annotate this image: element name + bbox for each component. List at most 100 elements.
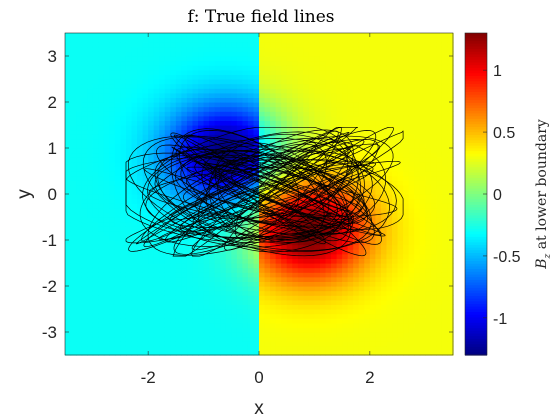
heatmap-cell [231, 276, 238, 282]
heatmap-cell [270, 189, 277, 195]
heatmap-cell [414, 106, 421, 112]
heatmap-cell [314, 290, 321, 296]
heatmap-cell [425, 129, 432, 135]
heatmap-cell [125, 111, 133, 117]
heatmap-cell [436, 281, 443, 287]
heatmap-cell [131, 249, 138, 255]
heatmap-cell [148, 322, 155, 328]
heatmap-cell [170, 69, 177, 75]
heatmap-cell [164, 341, 171, 347]
heatmap-cell [87, 299, 94, 305]
heatmap-cell [353, 65, 360, 71]
heatmap-cell [225, 46, 232, 52]
heatmap-cell [81, 152, 88, 158]
heatmap-cell [253, 249, 260, 255]
heatmap-cell [192, 106, 199, 112]
heatmap-cell [264, 313, 271, 319]
heatmap-cell [331, 295, 338, 301]
heatmap-cell [414, 111, 421, 117]
heatmap-cell [425, 65, 432, 71]
heatmap-cell [397, 129, 404, 135]
heatmap-cell [164, 102, 171, 108]
heatmap-cell [264, 203, 271, 209]
heatmap-cell [92, 33, 99, 39]
heatmap-cell [403, 138, 410, 144]
heatmap-cell [198, 56, 205, 62]
heatmap-cell [253, 304, 260, 310]
heatmap-cell [275, 272, 282, 278]
heatmap-cell [81, 138, 88, 144]
heatmap-cell [447, 115, 454, 121]
heatmap-cell [253, 281, 260, 287]
heatmap-cell [397, 272, 404, 278]
heatmap-cell [225, 120, 232, 126]
heatmap-cell [170, 244, 177, 250]
heatmap-cell [403, 46, 410, 52]
heatmap-cell [264, 33, 271, 39]
heatmap-cell [70, 212, 77, 218]
heatmap-cell [214, 88, 221, 94]
heatmap-cell [76, 189, 83, 195]
heatmap-cell [403, 56, 410, 62]
heatmap-cell [81, 286, 88, 292]
heatmap-cell [81, 143, 88, 149]
heatmap-cell [270, 281, 277, 287]
heatmap-cell [253, 276, 260, 282]
heatmap-cell [336, 74, 343, 80]
heatmap-cell [436, 286, 443, 292]
heatmap-cell [125, 189, 133, 195]
heatmap-cell [76, 46, 83, 52]
heatmap-cell [358, 115, 365, 121]
heatmap-cell [65, 226, 72, 232]
heatmap-cell [109, 207, 116, 213]
field-line [175, 146, 398, 217]
heatmap-cell [186, 92, 194, 98]
heatmap-cell [153, 313, 160, 319]
heatmap-cell [375, 263, 382, 269]
heatmap-cell [81, 322, 88, 328]
heatmap-cell [358, 74, 365, 80]
heatmap-cell [275, 198, 282, 204]
heatmap-cell [109, 180, 116, 186]
heatmap-cell [203, 97, 210, 103]
heatmap-cell [242, 230, 249, 236]
heatmap-cell [148, 226, 155, 232]
heatmap-cell [430, 106, 437, 112]
heatmap-cell [225, 267, 232, 273]
heatmap-cell [81, 217, 88, 223]
heatmap-cell [120, 102, 127, 108]
heatmap-cell [81, 299, 88, 305]
heatmap-cell [358, 51, 365, 57]
heatmap-cell [76, 258, 83, 264]
heatmap-cell [220, 175, 227, 181]
heatmap-cell [325, 37, 332, 43]
heatmap-cell [358, 253, 365, 259]
heatmap-cell [292, 304, 299, 310]
heatmap-cell [264, 37, 271, 43]
heatmap-cell [425, 198, 432, 204]
heatmap-cell [242, 318, 249, 324]
heatmap-cell [342, 138, 349, 144]
heatmap-cell [181, 92, 188, 98]
heatmap-cell [192, 129, 199, 135]
heatmap-cell [259, 258, 266, 264]
heatmap-cell [369, 309, 376, 315]
heatmap-cell [314, 336, 321, 342]
heatmap-cell [231, 313, 238, 319]
heatmap-cell [347, 60, 354, 66]
heatmap-cell [397, 244, 404, 250]
heatmap-cell [375, 327, 382, 333]
heatmap-cell [331, 97, 338, 103]
heatmap-cell [392, 226, 399, 232]
heatmap-cell [347, 249, 354, 255]
heatmap-cell [441, 281, 449, 287]
heatmap-cell [92, 74, 99, 80]
heatmap-cell [425, 56, 432, 62]
heatmap-cell [70, 166, 77, 172]
heatmap-cell [220, 309, 227, 315]
heatmap-cell [142, 322, 149, 328]
heatmap-cell [380, 217, 388, 223]
heatmap-cell [342, 56, 349, 62]
heatmap-cell [331, 74, 338, 80]
heatmap-cell [281, 134, 288, 140]
